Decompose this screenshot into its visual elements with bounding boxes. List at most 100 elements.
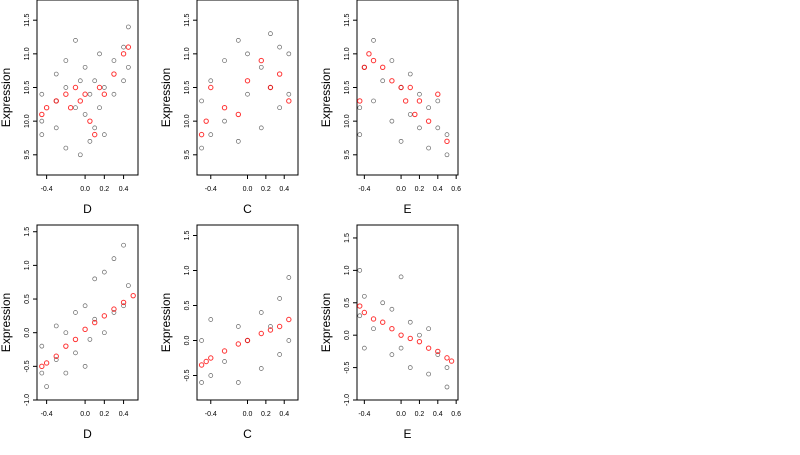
fitted-point (198, 131, 205, 138)
observed-point (286, 338, 292, 343)
chart-panel-4: -0.4 0.0 0.2 0.4 -1.0 -0.5 0.0 0.5 1.0 1.5 D Expres… (0, 224, 139, 441)
observed-point (208, 373, 214, 378)
observed-point (371, 98, 376, 104)
observed-point (39, 91, 45, 97)
observed-point (39, 132, 45, 137)
x-tick-label: 0.2 (261, 186, 271, 193)
fitted-point (72, 336, 79, 343)
fitted-point (53, 98, 59, 104)
observed-point (92, 276, 98, 282)
fitted-point (425, 345, 432, 351)
x-tick-label: -0.4 (205, 411, 217, 418)
y-tick-label: 10.0 (184, 114, 191, 128)
chart-panel-3: -0.4 0.0 0.2 0.4 0.6 9.5 10.0 10.5 11.0 11.5 E Expr… (319, 0, 461, 216)
observed-point (277, 352, 282, 357)
observed-point (407, 365, 413, 370)
observed-point (87, 337, 93, 342)
fitted-point (416, 98, 423, 104)
y-tick-label: 10.5 (344, 81, 351, 95)
y-tick-label: 0.5 (344, 298, 351, 308)
y-tick-label: 1.5 (24, 227, 31, 237)
observed-point (77, 152, 83, 158)
observed-point (389, 352, 395, 357)
x-axis-label: C (243, 427, 252, 441)
x-tick-label: 0.4 (279, 411, 289, 418)
y-tick-label: 1.0 (24, 260, 31, 270)
x-tick-label: 0.4 (433, 411, 443, 418)
y-tick-label: 0.0 (184, 336, 191, 346)
fitted-point (448, 358, 455, 364)
observed-point (111, 310, 117, 315)
fitted-point (370, 57, 377, 64)
observed-point (357, 132, 363, 137)
fitted-point (101, 91, 108, 97)
fitted-point (221, 104, 228, 111)
fitted-point (111, 71, 117, 77)
plot-frame (36, 224, 139, 401)
fitted-point (235, 341, 242, 347)
y-tick-label: 11.0 (344, 47, 351, 60)
observed-point (235, 138, 241, 144)
observed-point (444, 365, 450, 370)
fitted-point (208, 355, 214, 361)
y-axis-label: Expression (159, 68, 173, 127)
x-axis-label: E (403, 202, 411, 216)
y-tick-label: 1.0 (344, 265, 351, 275)
observed-point (77, 78, 83, 84)
observed-point (97, 105, 102, 111)
observed-point (82, 112, 88, 117)
x-tick-label: 0.2 (415, 411, 425, 418)
observed-point (92, 125, 98, 131)
observed-point (111, 91, 117, 97)
observed-point (235, 38, 241, 43)
observed-point (39, 343, 45, 349)
fitted-point (267, 327, 274, 333)
observed-point (426, 371, 431, 377)
observed-point (126, 283, 131, 288)
fitted-point (425, 118, 432, 124)
observed-point (380, 78, 386, 84)
fitted-point (43, 104, 50, 111)
fitted-point (407, 335, 413, 342)
y-tick-label: 0.5 (184, 301, 191, 311)
fitted-point (258, 57, 264, 64)
y-axis-label: Expression (0, 293, 13, 352)
fitted-point (235, 111, 242, 118)
observed-point (126, 64, 131, 70)
fitted-point (286, 98, 292, 104)
observed-point (444, 384, 450, 390)
observed-point (417, 125, 422, 131)
observed-point (258, 125, 264, 131)
x-tick-label: 0.2 (261, 411, 271, 418)
x-tick-label: 0.4 (119, 411, 129, 418)
fitted-point (380, 319, 386, 325)
x-tick-label: 0.4 (433, 186, 443, 193)
y-tick-label: -1.0 (344, 394, 351, 406)
fitted-point (402, 98, 409, 104)
fitted-point (72, 84, 79, 91)
fitted-point (361, 309, 368, 316)
y-tick-label: 0.0 (344, 330, 351, 340)
observed-point (389, 306, 395, 312)
chart-panel-2: -0.4 0.0 0.2 0.4 9.5 10.0 10.5 11.0 11.5 C Express… (159, 0, 299, 216)
observed-point (361, 293, 367, 299)
observed-point (73, 310, 78, 315)
observed-point (286, 91, 292, 97)
observed-point (268, 31, 273, 37)
observed-point (268, 324, 273, 329)
y-tick-label: 9.5 (184, 150, 191, 160)
fitted-point (276, 323, 283, 330)
y-tick-label: 9.5 (344, 150, 351, 160)
plot-frame (36, 0, 139, 176)
observed-point (53, 323, 59, 329)
observed-point (199, 98, 204, 104)
fitted-point (120, 299, 127, 306)
fitted-point (43, 360, 50, 366)
observed-point (73, 350, 78, 356)
x-tick-label: 0.2 (415, 186, 425, 193)
observed-point (417, 91, 422, 97)
plot-frame (356, 0, 459, 176)
y-tick-label: 11.0 (24, 47, 31, 60)
